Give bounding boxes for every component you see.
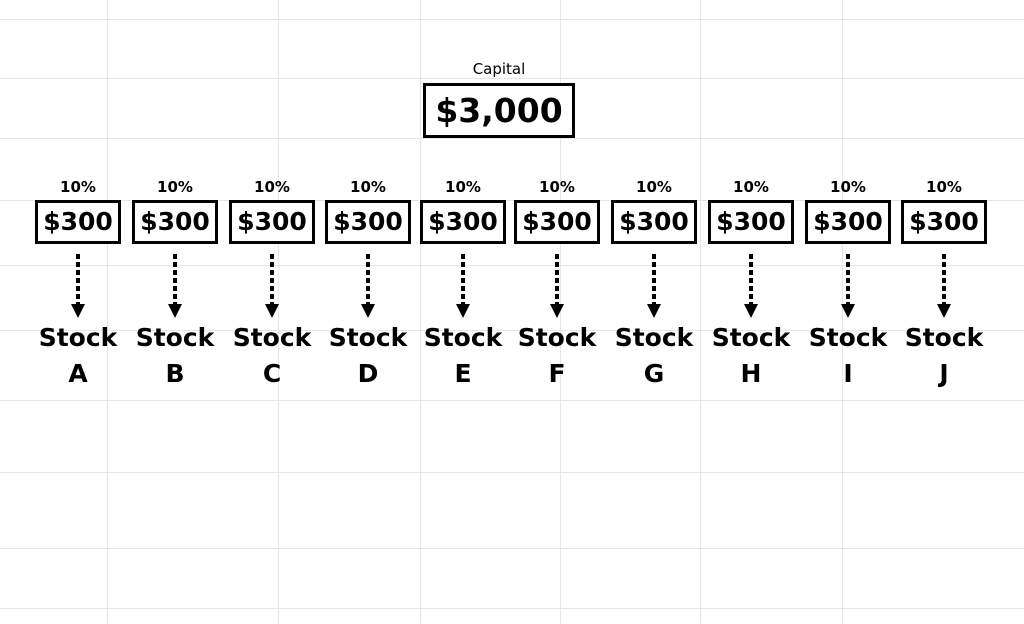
- dotted-arrow-down-icon: [265, 254, 279, 318]
- allocation-column: 10% $300 Stock G: [606, 178, 702, 390]
- stock-letter: C: [262, 359, 282, 388]
- capital-label: Capital: [472, 60, 526, 78]
- stock-letter: I: [843, 359, 853, 388]
- allocation-column: 10% $300 Stock E: [415, 178, 511, 390]
- allocation-column: 10% $300 Stock A: [30, 178, 126, 390]
- stock-label: Stock: [614, 323, 694, 352]
- grid-line: [420, 0, 421, 624]
- stock-label: Stock: [711, 323, 791, 352]
- percent-label: 10%: [539, 178, 575, 196]
- grid-line: [0, 200, 1024, 201]
- dotted-arrow-down-icon: [456, 254, 470, 318]
- percent-label: 10%: [157, 178, 193, 196]
- percent-label: 10%: [830, 178, 866, 196]
- capital-amount-box: $3,000: [423, 83, 575, 138]
- allocation-amount-box: $300: [514, 200, 600, 244]
- stock-letter: A: [68, 359, 88, 388]
- grid-line: [0, 548, 1024, 549]
- allocation-amount-box: $300: [901, 200, 987, 244]
- allocation-column: 10% $300 Stock J: [896, 178, 992, 390]
- grid-line: [0, 400, 1024, 401]
- stock-letter: B: [165, 359, 185, 388]
- allocation-column: 10% $300 Stock F: [509, 178, 605, 390]
- grid-line: [0, 78, 1024, 79]
- stock-label: Stock: [904, 323, 984, 352]
- allocation-column: 10% $300 Stock H: [703, 178, 799, 390]
- stock-letter: E: [454, 359, 472, 388]
- percent-label: 10%: [254, 178, 290, 196]
- stock-letter: F: [548, 359, 566, 388]
- dotted-arrow-down-icon: [361, 254, 375, 318]
- stock-letter: G: [643, 359, 665, 388]
- allocation-amount-box: $300: [325, 200, 411, 244]
- allocation-column: 10% $300 Stock B: [127, 178, 223, 390]
- stock-letter: D: [357, 359, 379, 388]
- stock-label: Stock: [808, 323, 888, 352]
- stock-letter: H: [740, 359, 762, 388]
- grid-line: [0, 608, 1024, 609]
- grid-line: [0, 472, 1024, 473]
- percent-label: 10%: [350, 178, 386, 196]
- percent-label: 10%: [733, 178, 769, 196]
- grid-line: [107, 0, 108, 624]
- stock-label: Stock: [517, 323, 597, 352]
- grid-line: [0, 330, 1024, 331]
- grid-line: [700, 0, 701, 624]
- dotted-arrow-down-icon: [550, 254, 564, 318]
- dotted-arrow-down-icon: [841, 254, 855, 318]
- grid-line: [0, 19, 1024, 20]
- allocation-column: 10% $300 Stock I: [800, 178, 896, 390]
- stock-label: Stock: [328, 323, 408, 352]
- stock-label: Stock: [38, 323, 118, 352]
- stock-letter: J: [939, 359, 949, 388]
- dotted-arrow-down-icon: [937, 254, 951, 318]
- dotted-arrow-down-icon: [647, 254, 661, 318]
- stock-label: Stock: [135, 323, 215, 352]
- allocation-amount-box: $300: [708, 200, 794, 244]
- percent-label: 10%: [926, 178, 962, 196]
- grid-line: [0, 138, 1024, 139]
- allocation-column: 10% $300 Stock D: [320, 178, 416, 390]
- allocation-column: 10% $300 Stock C: [224, 178, 320, 390]
- allocation-amount-box: $300: [611, 200, 697, 244]
- stock-label: Stock: [423, 323, 503, 352]
- allocation-amount-box: $300: [805, 200, 891, 244]
- grid-line: [0, 265, 1024, 266]
- percent-label: 10%: [60, 178, 96, 196]
- percent-label: 10%: [636, 178, 672, 196]
- percent-label: 10%: [445, 178, 481, 196]
- stock-label: Stock: [232, 323, 312, 352]
- dotted-arrow-down-icon: [168, 254, 182, 318]
- allocation-amount-box: $300: [420, 200, 506, 244]
- allocation-amount-box: $300: [229, 200, 315, 244]
- dotted-arrow-down-icon: [744, 254, 758, 318]
- allocation-amount-box: $300: [132, 200, 218, 244]
- allocation-amount-box: $300: [35, 200, 121, 244]
- dotted-arrow-down-icon: [71, 254, 85, 318]
